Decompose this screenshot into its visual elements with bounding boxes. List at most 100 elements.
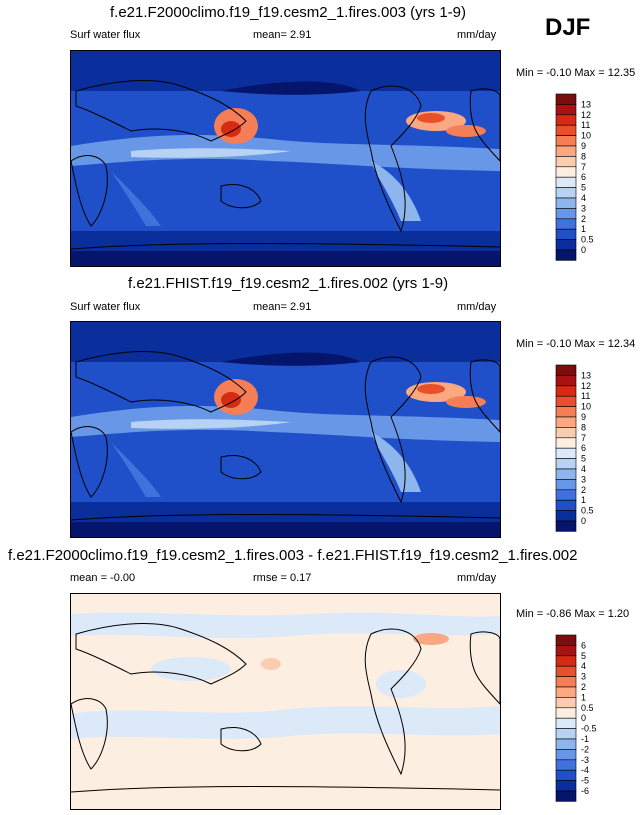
- colorbar-box: [555, 645, 577, 657]
- colorbar-tick-label: -2: [581, 744, 589, 754]
- colorbar-tick-label: 13: [581, 99, 591, 109]
- colorbar-box: [555, 135, 577, 147]
- panel3-rmse-label: rmse = 0.17: [253, 572, 312, 584]
- colorbar-box: [555, 728, 577, 740]
- colorbar-tick-label: -0.5: [581, 724, 597, 734]
- panel3-title: f.e21.F2000climo.f19_f19.cesm2_1.fires.0…: [8, 547, 578, 564]
- colorbar-tick-label: 5: [581, 454, 586, 464]
- colorbar-tick-label: 10: [581, 131, 591, 141]
- colorbar-tick-label: -5: [581, 776, 589, 786]
- colorbar-tick-label: 11: [581, 120, 590, 130]
- colorbar-box: [555, 156, 577, 168]
- colorbar-tick-label: 2: [581, 214, 586, 224]
- panel1-variable-label: Surf water flux: [70, 29, 141, 41]
- colorbar-box: [555, 197, 577, 209]
- colorbar-box: [555, 395, 577, 407]
- colorbar-tick-label: 1: [581, 495, 586, 505]
- colorbar-box: [555, 375, 577, 387]
- colorbar-tick-label: 9: [581, 141, 586, 151]
- colorbar-box: [555, 665, 577, 677]
- colorbar-box: [555, 187, 577, 199]
- colorbar-box: [555, 416, 577, 428]
- panel1-map: [70, 50, 501, 267]
- panel2-title: f.e21.FHIST.f19_f19.cesm2_1.fires.002 (y…: [128, 275, 449, 292]
- colorbar-box: [555, 437, 577, 449]
- panel1-minmax: Min = -0.10 Max = 12.35: [516, 67, 636, 79]
- colorbar-box: [555, 520, 577, 532]
- colorbar-box: [555, 104, 577, 116]
- colorbar-tick-label: 4: [581, 661, 586, 671]
- colorbar-box: [555, 364, 577, 376]
- colorbar-tick-label: -6: [581, 786, 589, 796]
- colorbar-tick-label: 0.5: [581, 703, 594, 713]
- colorbar-box: [555, 479, 577, 491]
- colorbar-tick-label: 1: [581, 224, 586, 234]
- colorbar-box: [555, 458, 577, 470]
- colorbar-tick-label: 4: [581, 464, 586, 474]
- colorbar-box: [555, 759, 577, 771]
- colorbar-tick-label: 13: [581, 370, 591, 380]
- colorbar-tick-label: -4: [581, 765, 589, 775]
- colorbar-box: [555, 697, 577, 709]
- colorbar-tick-label: 1: [581, 692, 586, 702]
- colorbar-box: [555, 447, 577, 459]
- colorbar-tick-label: 7: [581, 433, 586, 443]
- colorbar-box: [555, 676, 577, 688]
- colorbar-tick-label: 0.5: [581, 235, 594, 245]
- colorbar-box: [555, 686, 577, 698]
- colorbar-box: [555, 634, 577, 646]
- colorbar-box: [555, 228, 577, 240]
- panel2-map-svg: [71, 322, 500, 537]
- colorbar-tick-label: -1: [581, 734, 589, 744]
- colorbar-tick-label: 3: [581, 203, 586, 213]
- panel3-minmax: Min = -0.86 Max = 1.20: [516, 608, 630, 620]
- colorbar-box: [555, 249, 577, 261]
- colorbar-tick-label: 2: [581, 485, 586, 495]
- colorbar-box: [555, 489, 577, 501]
- colorbar-box: [555, 655, 577, 667]
- colorbar-box: [555, 738, 577, 750]
- panel2-variable-label: Surf water flux: [70, 301, 141, 313]
- colorbar-tick-label: 5: [581, 651, 586, 661]
- colorbar-box: [555, 176, 577, 188]
- season-label: DJF: [545, 14, 591, 41]
- colorbar-box: [555, 499, 577, 511]
- colorbar-tick-label: 8: [581, 422, 586, 432]
- colorbar-tick-label: 8: [581, 151, 586, 161]
- colorbar-box: [555, 239, 577, 251]
- panel2-map: [70, 321, 501, 538]
- colorbar-box: [555, 780, 577, 792]
- colorbar-tick-label: 4: [581, 193, 586, 203]
- colorbar-box: [555, 769, 577, 781]
- colorbar-tick-label: 6: [581, 640, 586, 650]
- colorbar-tick-label: 11: [581, 391, 590, 401]
- colorbar-box: [555, 93, 577, 105]
- colorbar-tick-label: 0: [581, 245, 586, 255]
- colorbar-tick-label: 12: [581, 110, 591, 120]
- colorbar-tick-label: 2: [581, 682, 586, 692]
- colorbar-tick-label: 6: [581, 443, 586, 453]
- colorbar-tick-label: 3: [581, 672, 586, 682]
- colorbar-box: [555, 385, 577, 397]
- panel3-units: mm/day: [457, 572, 497, 584]
- panel3-map-svg: [71, 594, 500, 809]
- colorbar-tick-label: -3: [581, 755, 589, 765]
- panel1-mean-label: mean= 2.91: [253, 29, 312, 41]
- colorbar-tick-label: 6: [581, 172, 586, 182]
- colorbar-tick-label: 0: [581, 516, 586, 526]
- panel2-mean-label: mean= 2.91: [253, 301, 312, 313]
- colorbar-box: [555, 208, 577, 220]
- panel1-title: f.e21.F2000climo.f19_f19.cesm2_1.fires.0…: [110, 4, 467, 21]
- colorbar-box: [555, 790, 577, 802]
- colorbar-tick-label: 9: [581, 412, 586, 422]
- colorbar-box: [555, 124, 577, 136]
- panel2-units: mm/day: [457, 301, 497, 313]
- colorbar-tick-label: 5: [581, 183, 586, 193]
- colorbar-box: [555, 427, 577, 439]
- panel1-map-svg: [71, 51, 500, 266]
- colorbar-tick-label: 0: [581, 713, 586, 723]
- colorbar-box: [555, 717, 577, 729]
- colorbar-box: [555, 218, 577, 230]
